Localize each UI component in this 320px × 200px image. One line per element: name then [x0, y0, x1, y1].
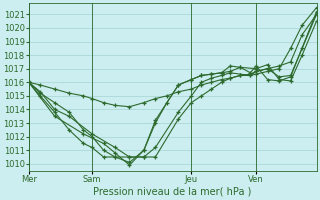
X-axis label: Pression niveau de la mer( hPa ): Pression niveau de la mer( hPa ) [93, 187, 252, 197]
